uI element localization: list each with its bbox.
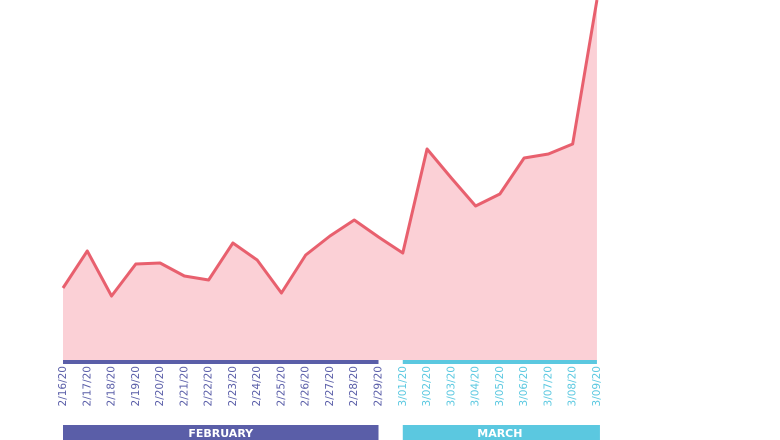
date-label: 2/28/20 [348, 366, 360, 406]
month-axis-line [63, 360, 379, 364]
date-label: 2/27/20 [324, 366, 336, 406]
date-label: 3/09/20 [591, 366, 603, 406]
date-label: 2/18/20 [106, 366, 118, 406]
date-label: 3/02/20 [421, 366, 433, 406]
line [61, 0, 599, 298]
month-bar [63, 425, 379, 440]
date-label: 3/01/20 [397, 366, 409, 406]
date-label: 3/07/20 [542, 366, 554, 406]
date-label: 2/25/20 [275, 366, 287, 406]
date-label: 3/03/20 [445, 366, 457, 406]
month-bar [402, 425, 600, 440]
month-axis-line [402, 360, 597, 364]
month-label: MARCH [477, 427, 522, 440]
date-label: 2/22/20 [203, 366, 215, 406]
date-label: 2/20/20 [154, 366, 166, 406]
area [63, 0, 597, 360]
date-label: 3/05/20 [494, 366, 506, 406]
date-label: 2/26/20 [300, 366, 312, 406]
date-label: 2/16/20 [57, 366, 69, 406]
date-label: 2/17/20 [81, 366, 93, 406]
date-label: 3/06/20 [518, 366, 530, 406]
date-label: 2/23/20 [227, 366, 239, 406]
date-label: 2/29/20 [373, 366, 385, 406]
month-label: FEBRUARY [188, 427, 254, 440]
date-label: 2/24/20 [251, 366, 263, 406]
date-label: 2/21/20 [178, 366, 190, 406]
date-label: 2/19/20 [130, 366, 142, 406]
date-label: 3/08/20 [567, 366, 579, 406]
date-label: 3/04/20 [470, 366, 482, 406]
